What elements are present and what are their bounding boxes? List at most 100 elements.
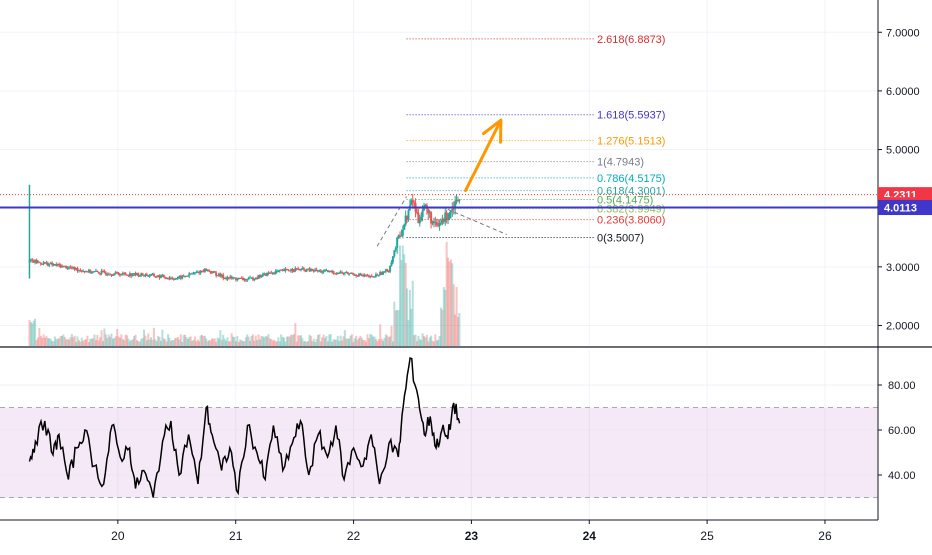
- candle-body: [68, 267, 71, 269]
- volume-bar: [328, 334, 331, 346]
- volume-bar: [110, 333, 113, 346]
- candle-body: [251, 277, 254, 280]
- candle-body: [29, 259, 32, 261]
- candle-body: [258, 274, 261, 278]
- candle-body: [97, 271, 100, 274]
- candle-body: [266, 272, 269, 276]
- volume-bar: [360, 337, 363, 346]
- candle-body: [185, 275, 188, 277]
- candle-body: [389, 265, 392, 272]
- volume-bar: [329, 333, 332, 346]
- price-axis-label: 5.0000: [886, 145, 920, 157]
- candle-body: [195, 272, 198, 274]
- candle-body: [199, 271, 202, 274]
- candle-body: [109, 274, 112, 276]
- candle-body: [434, 222, 437, 224]
- volume-bar: [396, 310, 399, 346]
- candle-body: [435, 222, 438, 225]
- volume-bar: [215, 341, 218, 346]
- candle-body: [41, 263, 44, 265]
- candle-body: [164, 277, 167, 279]
- volume-bar: [277, 337, 280, 346]
- volume-bar: [117, 336, 120, 346]
- volume-bar: [208, 340, 211, 346]
- volume-bar: [346, 338, 349, 346]
- candle-body: [415, 211, 418, 213]
- candle-body: [254, 278, 257, 280]
- volume-bar: [242, 341, 245, 346]
- candle-body: [318, 270, 321, 272]
- volume-bar: [66, 338, 69, 346]
- candle-body: [210, 272, 213, 274]
- volume-bar: [179, 334, 182, 346]
- candle-body: [332, 271, 335, 274]
- volume-bar: [213, 338, 216, 346]
- volume-bar: [400, 259, 403, 346]
- candle-body: [72, 266, 75, 269]
- candle-body: [437, 224, 440, 226]
- volume-bar: [133, 336, 136, 346]
- volume-bar: [316, 335, 319, 346]
- volume-bar: [438, 336, 441, 346]
- candle-body: [366, 275, 369, 277]
- candle-body: [141, 273, 144, 276]
- candle-body: [90, 272, 93, 274]
- candle-body: [411, 200, 414, 203]
- candle-body: [172, 278, 175, 280]
- candle-body: [374, 274, 377, 277]
- volume-bar: [157, 336, 160, 346]
- candle-body: [346, 271, 349, 275]
- volume-bar: [72, 337, 75, 346]
- candle-body: [271, 272, 274, 274]
- candle-body: [333, 273, 336, 275]
- candle-body: [230, 276, 233, 279]
- volume-bar: [386, 335, 389, 346]
- candle-body: [257, 274, 260, 279]
- candle-body: [217, 273, 220, 276]
- candle-body: [290, 269, 293, 271]
- candle-body: [455, 199, 458, 202]
- candle-body: [451, 207, 454, 211]
- volume-bar: [424, 337, 427, 346]
- candle-body: [216, 275, 219, 277]
- volume-bar: [417, 335, 420, 346]
- fib-level-label: 0.236(3.8060): [597, 215, 666, 227]
- candle-body: [48, 263, 51, 266]
- volume-bar: [350, 334, 353, 346]
- candle-body: [53, 263, 56, 265]
- volume-bar: [391, 341, 394, 346]
- volume-bar: [126, 335, 129, 346]
- volume-bar: [291, 335, 294, 346]
- candle-body: [181, 275, 184, 279]
- volume-bar: [401, 245, 404, 346]
- volume-bar: [411, 280, 414, 346]
- volume-bar: [36, 337, 39, 346]
- volume-bar: [38, 328, 41, 346]
- time-axis-label: 23: [465, 529, 479, 543]
- volume-bar: [203, 335, 206, 346]
- time-axis-label: 21: [229, 529, 243, 543]
- volume-bar: [452, 284, 455, 346]
- volume-bar: [123, 340, 126, 346]
- candle-body: [398, 235, 401, 237]
- candle-body: [280, 269, 283, 271]
- volume-bar: [258, 339, 261, 346]
- volume-bar: [372, 336, 375, 346]
- candle-body: [63, 265, 66, 267]
- candle-body: [102, 270, 105, 272]
- volume-bar: [222, 334, 225, 346]
- volume-bar: [379, 324, 382, 346]
- volume-bar: [168, 337, 171, 346]
- volume-bar: [39, 335, 42, 346]
- volume-bar: [263, 337, 266, 346]
- volume-bar: [63, 336, 66, 346]
- volume-bar: [352, 341, 355, 346]
- candle-body: [397, 235, 400, 238]
- candle-body: [75, 267, 78, 270]
- candle-body: [376, 274, 379, 276]
- candle-body: [107, 274, 110, 276]
- volume-bar: [100, 330, 103, 346]
- volume-bar: [217, 338, 220, 346]
- candle-body: [324, 270, 327, 272]
- volume-bar: [339, 335, 342, 346]
